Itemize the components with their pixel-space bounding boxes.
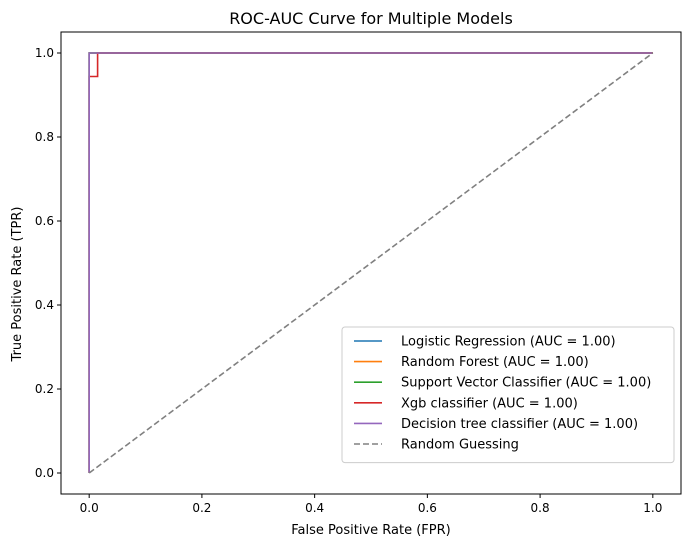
y-tick-label: 0.6 (35, 214, 54, 228)
x-tick-label: 0.4 (305, 501, 324, 515)
x-tick-label: 0.0 (80, 501, 99, 515)
x-axis-label: False Positive Rate (FPR) (291, 523, 450, 538)
legend: Logistic Regression (AUC = 1.00) Random F… (341, 326, 675, 464)
series-line-5 (88, 52, 654, 474)
plot-area (88, 52, 654, 474)
x-tick-label: 0.6 (418, 501, 437, 515)
series-line-4 (88, 52, 653, 473)
plot-frame (60, 31, 682, 495)
chart-title: ROC-AUC Curve for Multiple Models (229, 9, 513, 28)
legend-label: Random Forest (AUC = 1.00) (401, 355, 589, 370)
y-tick-label: 0.0 (35, 466, 54, 480)
legend-box (341, 326, 675, 464)
y-axis-ticks: 0.0 0.2 0.4 0.6 0.8 1.0 (35, 46, 61, 480)
legend-label: Support Vector Classifier (AUC = 1.00) (401, 376, 651, 391)
legend-label: Logistic Regression (AUC = 1.00) (401, 335, 616, 350)
x-axis-ticks: 0.0 0.2 0.4 0.6 0.8 1.0 (80, 494, 662, 515)
x-tick-label: 0.8 (531, 501, 550, 515)
x-tick-label: 1.0 (643, 501, 662, 515)
y-tick-label: 1.0 (35, 46, 54, 60)
legend-label: Random Guessing (401, 438, 519, 453)
y-tick-label: 0.4 (35, 298, 54, 312)
y-axis-label: True Positive Rate (TPR) (10, 207, 25, 363)
legend-label: Decision tree classifier (AUC = 1.00) (401, 417, 638, 432)
x-tick-label: 0.2 (192, 501, 211, 515)
legend-label: Xgb classifier (AUC = 1.00) (401, 396, 578, 411)
y-tick-label: 0.2 (35, 382, 54, 396)
y-tick-label: 0.8 (35, 130, 54, 144)
